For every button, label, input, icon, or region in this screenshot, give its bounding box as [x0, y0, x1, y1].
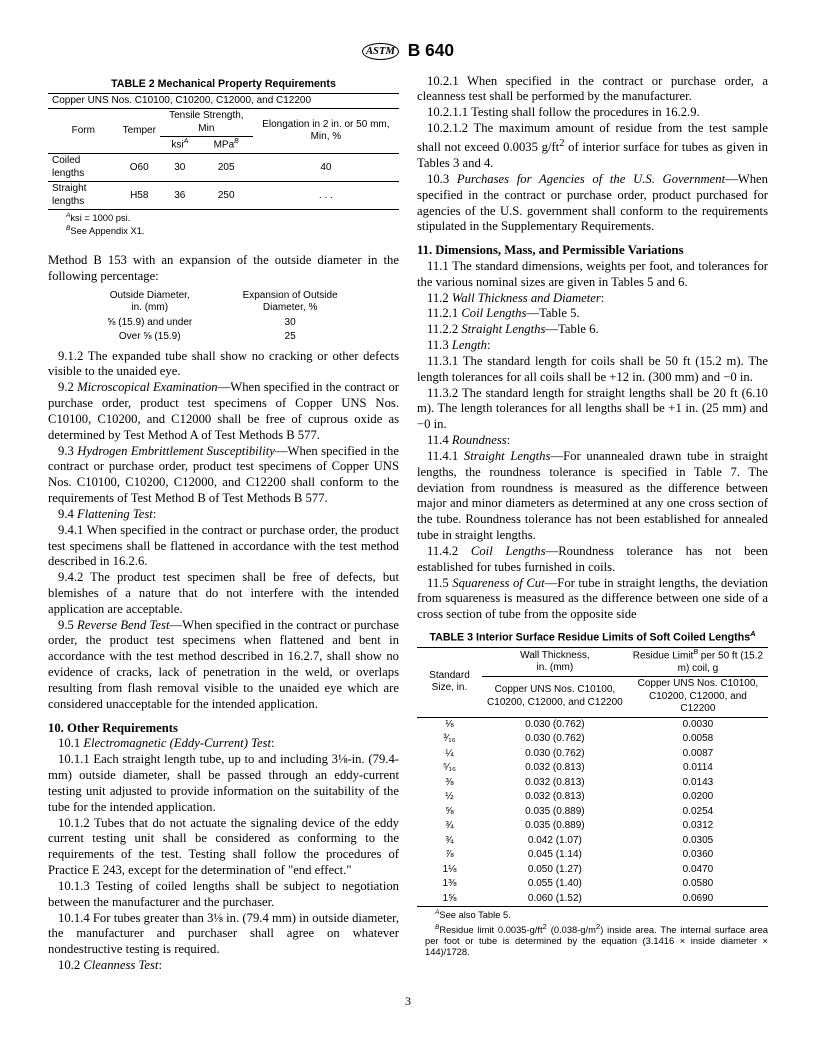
table-row: 1⅜0.055 (1.40)0.0580 [417, 877, 768, 892]
table-row: Straight lengthsH58 36250. . . [48, 182, 399, 210]
para-9-4-1: 9.4.1 When specified in the contract or … [48, 523, 399, 570]
para-11-4-1: 11.4.1 Straight Lengths—For unannealed d… [417, 449, 768, 544]
heading-11: 11. Dimensions, Mass, and Permissible Va… [417, 243, 768, 259]
table-row: Coiled lengthsO60 3020540 [48, 154, 399, 182]
t3-sub2: Copper UNS Nos. C10100, C10200, C12000, … [628, 677, 768, 718]
para-11-4: 11.4 Roundness: [417, 433, 768, 449]
para-10-1-2: 10.1.2 Tubes that do not actuate the sig… [48, 816, 399, 879]
table-row: ³⁄₁₆0.030 (0.762)0.0058 [417, 732, 768, 747]
table3-footnote-a: ASee also Table 5. [425, 909, 768, 921]
col-form: Form [48, 109, 119, 154]
col-tensile: Tensile Strength, Min [160, 109, 253, 137]
para-10-2-1: 10.2.1 When specified in the contract or… [417, 74, 768, 106]
para-10-1-4: 10.1.4 For tubes greater than 3⅛ in. (79… [48, 911, 399, 958]
heading-10: 10. Other Requirements [48, 721, 399, 737]
table-row: 1⅛0.050 (1.27)0.0470 [417, 863, 768, 878]
para-10-1-1: 10.1.1 Each straight length tube, up to … [48, 752, 399, 815]
para-11-2-2: 11.2.2 Straight Lengths—Table 6. [417, 322, 768, 338]
para-9-4: 9.4 Flattening Test: [48, 507, 399, 523]
para-11-2-1: 11.2.1 Coil Lengths—Table 5. [417, 306, 768, 322]
para-9-1-1-cont: Method B 153 with an expansion of the ou… [48, 253, 399, 285]
para-9-4-2: 9.4.2 The product test specimen shall be… [48, 570, 399, 617]
table-row: ⅝0.035 (0.889)0.0254 [417, 805, 768, 820]
para-11-5: 11.5 Squareness of Cut—For tube in strai… [417, 576, 768, 623]
para-10-1-3: 10.1.3 Testing of coiled lengths shall b… [48, 879, 399, 911]
page-number: 3 [48, 994, 768, 1009]
table3-title: TABLE 3 Interior Surface Residue Limits … [417, 629, 768, 645]
table2-header-note: Copper UNS Nos. C10100, C10200, C12000, … [48, 93, 399, 109]
t3-col2: Wall Thickness, in. (mm) [482, 647, 628, 676]
col-temper: Temper [119, 109, 160, 154]
para-9-5: 9.5 Reverse Bend Test—When specified in … [48, 618, 399, 713]
para-11-3-2: 11.3.2 The standard length for straight … [417, 386, 768, 433]
expansion-mini-table: Outside Diameter, in. (mm)Expansion of O… [83, 289, 364, 345]
para-10-1: 10.1 Electromagnetic (Eddy-Current) Test… [48, 736, 399, 752]
para-11-1: 11.1 The standard dimensions, weights pe… [417, 259, 768, 291]
astm-logo: ASTM [362, 43, 399, 60]
table2-footnote-a: Aksi = 1000 psi. [56, 212, 399, 224]
t3-col1: Standard Size, in. [417, 647, 482, 717]
table3-footnote-b: BResidue limit 0.0035-g/ft2 (0.038-g/m2)… [425, 922, 768, 959]
table-row: ¾0.042 (1.07)0.0305 [417, 834, 768, 849]
col-ksi: ksiA [160, 137, 200, 154]
col-mpa: MPaB [200, 137, 253, 154]
para-11-3-1: 11.3.1 The standard length for coils sha… [417, 354, 768, 386]
table2-title: TABLE 2 Mechanical Property Requirements [48, 78, 399, 91]
table-row: ½0.032 (0.813)0.0200 [417, 790, 768, 805]
table-row: ⁵⁄₁₆0.032 (0.813)0.0114 [417, 761, 768, 776]
para-11-4-2: 11.4.2 Coil Lengths—Roundness tolerance … [417, 544, 768, 576]
table-row: ¾0.035 (0.889)0.0312 [417, 819, 768, 834]
para-9-1-2: 9.1.2 The expanded tube shall show no cr… [48, 349, 399, 381]
table-row: ¼0.030 (0.762)0.0087 [417, 747, 768, 762]
para-10-2-1-1: 10.2.1.1 Testing shall follow the proced… [417, 105, 768, 121]
para-9-2: 9.2 Microscopical Examination—When speci… [48, 380, 399, 443]
page-header: ASTM B 640 [48, 40, 768, 62]
designation: B 640 [408, 40, 454, 60]
t3-col3: Residue LimitB per 50 ft (15.2 m) coil, … [628, 647, 768, 676]
para-11-2: 11.2 Wall Thickness and Diameter: [417, 291, 768, 307]
table3: Standard Size, in. Wall Thickness, in. (… [417, 647, 768, 907]
col-elong: Elongation in 2 in. or 50 mm, Min, % [253, 109, 399, 154]
para-10-2-1-2: 10.2.1.2 The maximum amount of residue f… [417, 121, 768, 172]
para-9-3: 9.3 Hydrogen Embrittlement Susceptibilit… [48, 444, 399, 507]
table-row: ⅞0.045 (1.14)0.0360 [417, 848, 768, 863]
table-row: ⅛0.030 (0.762)0.0030 [417, 717, 768, 732]
t3-sub1: Copper UNS Nos. C10100, C10200, C12000, … [482, 677, 628, 718]
para-10-2: 10.2 Cleanness Test: [48, 958, 399, 974]
table2-footnote-b: BSee Appendix X1. [56, 225, 399, 237]
table-row: 1⅝0.060 (1.52)0.0690 [417, 892, 768, 907]
para-10-3: 10.3 Purchases for Agencies of the U.S. … [417, 172, 768, 235]
table2: Copper UNS Nos. C10100, C10200, C12000, … [48, 93, 399, 210]
table-row: ⅜0.032 (0.813)0.0143 [417, 776, 768, 791]
para-11-3: 11.3 Length: [417, 338, 768, 354]
